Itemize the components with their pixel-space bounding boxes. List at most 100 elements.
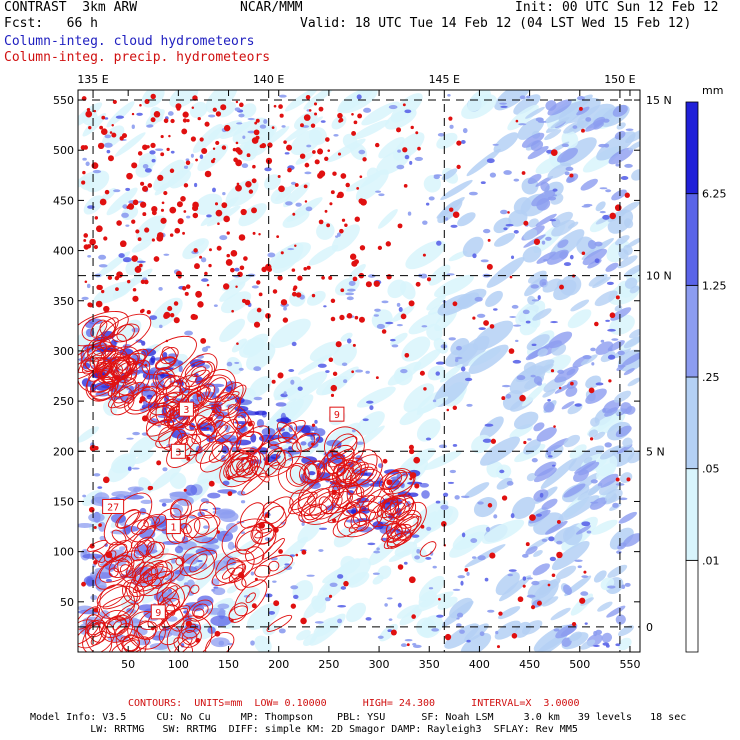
- precip-cell: [236, 182, 240, 186]
- precip-cell: [556, 519, 561, 524]
- cloud-shading: [390, 332, 408, 346]
- longitude-label: 140 E: [253, 73, 284, 86]
- precip-cell: [278, 185, 285, 193]
- precip-cell: [239, 102, 244, 108]
- cloud-cell: [388, 104, 398, 110]
- cloud-cell: [477, 555, 486, 561]
- x-tick-label: 300: [369, 658, 390, 671]
- precip-contour: [388, 473, 408, 493]
- cloud-cell: [501, 384, 511, 388]
- precip-cell: [357, 113, 363, 119]
- cloud-cell: [556, 540, 563, 545]
- precip-cell: [449, 207, 454, 212]
- precip-cell: [255, 118, 260, 123]
- cloud-cell: [574, 403, 582, 407]
- precip-cell: [112, 99, 117, 105]
- cloud-shading: [544, 520, 568, 535]
- cloud-cell: [201, 278, 209, 282]
- precip-contour: [191, 411, 225, 444]
- cloud-shading: [527, 145, 549, 160]
- precip-cell: [81, 180, 86, 185]
- cloud-cell: [561, 143, 569, 148]
- precip-contour: [180, 361, 216, 396]
- precip-cell: [168, 134, 171, 138]
- precip-contour: [211, 442, 230, 462]
- cloud-shading: [482, 519, 525, 544]
- cloud-band-cell: [254, 410, 267, 416]
- cloud-shading: [550, 607, 571, 621]
- precip-contour: [145, 541, 165, 558]
- cloud-shading: [587, 240, 597, 250]
- precip-cell: [166, 147, 170, 152]
- cloud-cell: [454, 358, 459, 363]
- cloud-cell: [404, 154, 410, 160]
- precip-cell: [200, 337, 207, 344]
- cloud-cell: [283, 306, 287, 311]
- precip-cell: [282, 317, 289, 323]
- precip-cell: [522, 584, 526, 588]
- precip-cell: [204, 170, 212, 178]
- precip-cell: [144, 363, 148, 367]
- precip-cell: [89, 543, 95, 549]
- contour-label: 3: [175, 447, 181, 458]
- precip-cell: [83, 239, 87, 242]
- precip-cell: [238, 234, 246, 241]
- cloud-cell: [552, 194, 557, 197]
- precip-cell: [215, 209, 223, 217]
- cloud-shading: [618, 625, 635, 637]
- cloud-cell: [86, 283, 91, 289]
- precip-cell: [210, 159, 215, 164]
- precip-cell: [82, 170, 86, 175]
- cloud-shading: [521, 132, 545, 148]
- precip-cell: [185, 620, 193, 627]
- cloud-cell: [113, 189, 121, 193]
- precip-contour: [277, 421, 298, 444]
- cloud-cell: [318, 549, 324, 552]
- precip-cell: [169, 206, 177, 214]
- cloud-cell: [278, 94, 287, 98]
- precip-cell: [206, 283, 210, 287]
- cloud-band-cell: [300, 441, 307, 446]
- cloud-cell: [381, 300, 389, 304]
- cloud-band-cell: [174, 545, 184, 554]
- cloud-shading: [508, 209, 528, 227]
- cloud-cell: [365, 617, 372, 621]
- cloud-cell: [373, 314, 379, 317]
- cloud-shading: [533, 549, 543, 557]
- precip-contour: [180, 522, 192, 535]
- cloud-shading: [372, 575, 384, 585]
- cloud-cell: [161, 502, 167, 507]
- cloud-cell: [581, 575, 589, 578]
- cloud-shading: [555, 565, 577, 580]
- precip-cell: [216, 530, 220, 534]
- cloud-shading: [214, 453, 250, 484]
- cloud-shading: [346, 173, 381, 192]
- precip-contour: [227, 404, 255, 437]
- cloud-cell: [435, 361, 445, 365]
- cloud-band-cell: [162, 352, 168, 359]
- precip-cell: [223, 283, 230, 290]
- cloud-shading: [622, 351, 640, 366]
- cloud-shading: [576, 525, 592, 535]
- precip-contour: [116, 324, 135, 342]
- cloud-cell: [403, 561, 408, 565]
- cloud-cell: [318, 527, 328, 530]
- precip-cell: [498, 611, 503, 616]
- precip-contour: [376, 494, 415, 526]
- precip-contour: [166, 433, 202, 468]
- precip-cell: [235, 285, 238, 288]
- precip-cell: [508, 348, 515, 354]
- precip-contour: [383, 468, 414, 498]
- precip-contour: [155, 357, 176, 370]
- precip-cell: [199, 255, 203, 259]
- precip-contour: [261, 538, 285, 560]
- cloud-cell: [317, 363, 327, 368]
- precip-cell: [211, 409, 216, 414]
- precip-cell: [390, 629, 397, 636]
- precip-contour: [277, 456, 318, 494]
- precip-cell: [314, 159, 320, 165]
- precip-cell: [556, 551, 563, 559]
- precip-contour: [108, 541, 128, 562]
- cloud-shading: [226, 356, 243, 375]
- cloud-shading: [590, 497, 608, 510]
